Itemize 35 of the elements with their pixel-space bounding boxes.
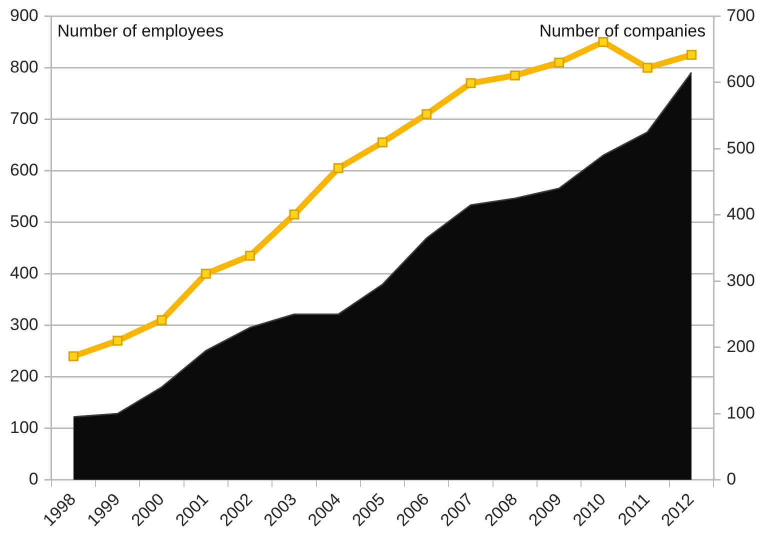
y-tick-label: 200 <box>10 366 38 386</box>
y2-tick-label: 100 <box>726 403 756 422</box>
y2-tick-label: 500 <box>726 138 756 158</box>
point <box>510 70 520 80</box>
y-tick-label: 100 <box>10 418 38 438</box>
point <box>200 268 211 279</box>
point <box>466 78 476 88</box>
y2-axis-title: Number of companies <box>539 21 706 40</box>
y-tick-label: 600 <box>10 160 38 180</box>
point <box>68 351 78 362</box>
point <box>333 163 344 174</box>
y2-tick-label: 200 <box>726 337 756 356</box>
point <box>289 210 300 220</box>
y-tick-label: 400 <box>10 263 38 282</box>
y2-tick-label: 300 <box>726 270 756 290</box>
y2-tick-label: 600 <box>726 72 756 92</box>
point <box>642 62 652 73</box>
y-tick-label: 0 <box>28 470 38 489</box>
point <box>598 36 608 47</box>
y-tick-label: 700 <box>10 108 38 128</box>
y-tick-label: 500 <box>10 212 38 231</box>
y2-tick-label: 400 <box>726 204 756 224</box>
point <box>378 137 388 148</box>
y-tick-label: 900 <box>10 6 38 25</box>
point <box>554 58 564 68</box>
y-axis-title: Number of employees <box>57 21 224 40</box>
point <box>686 50 697 60</box>
y-tick-label: 800 <box>10 57 38 76</box>
point <box>112 336 123 346</box>
point <box>245 250 256 261</box>
point <box>422 109 432 120</box>
point <box>156 315 167 326</box>
y2-tick-label: 700 <box>726 6 756 25</box>
y-tick-label: 300 <box>10 314 38 334</box>
y2-tick-label: 0 <box>726 470 736 489</box>
